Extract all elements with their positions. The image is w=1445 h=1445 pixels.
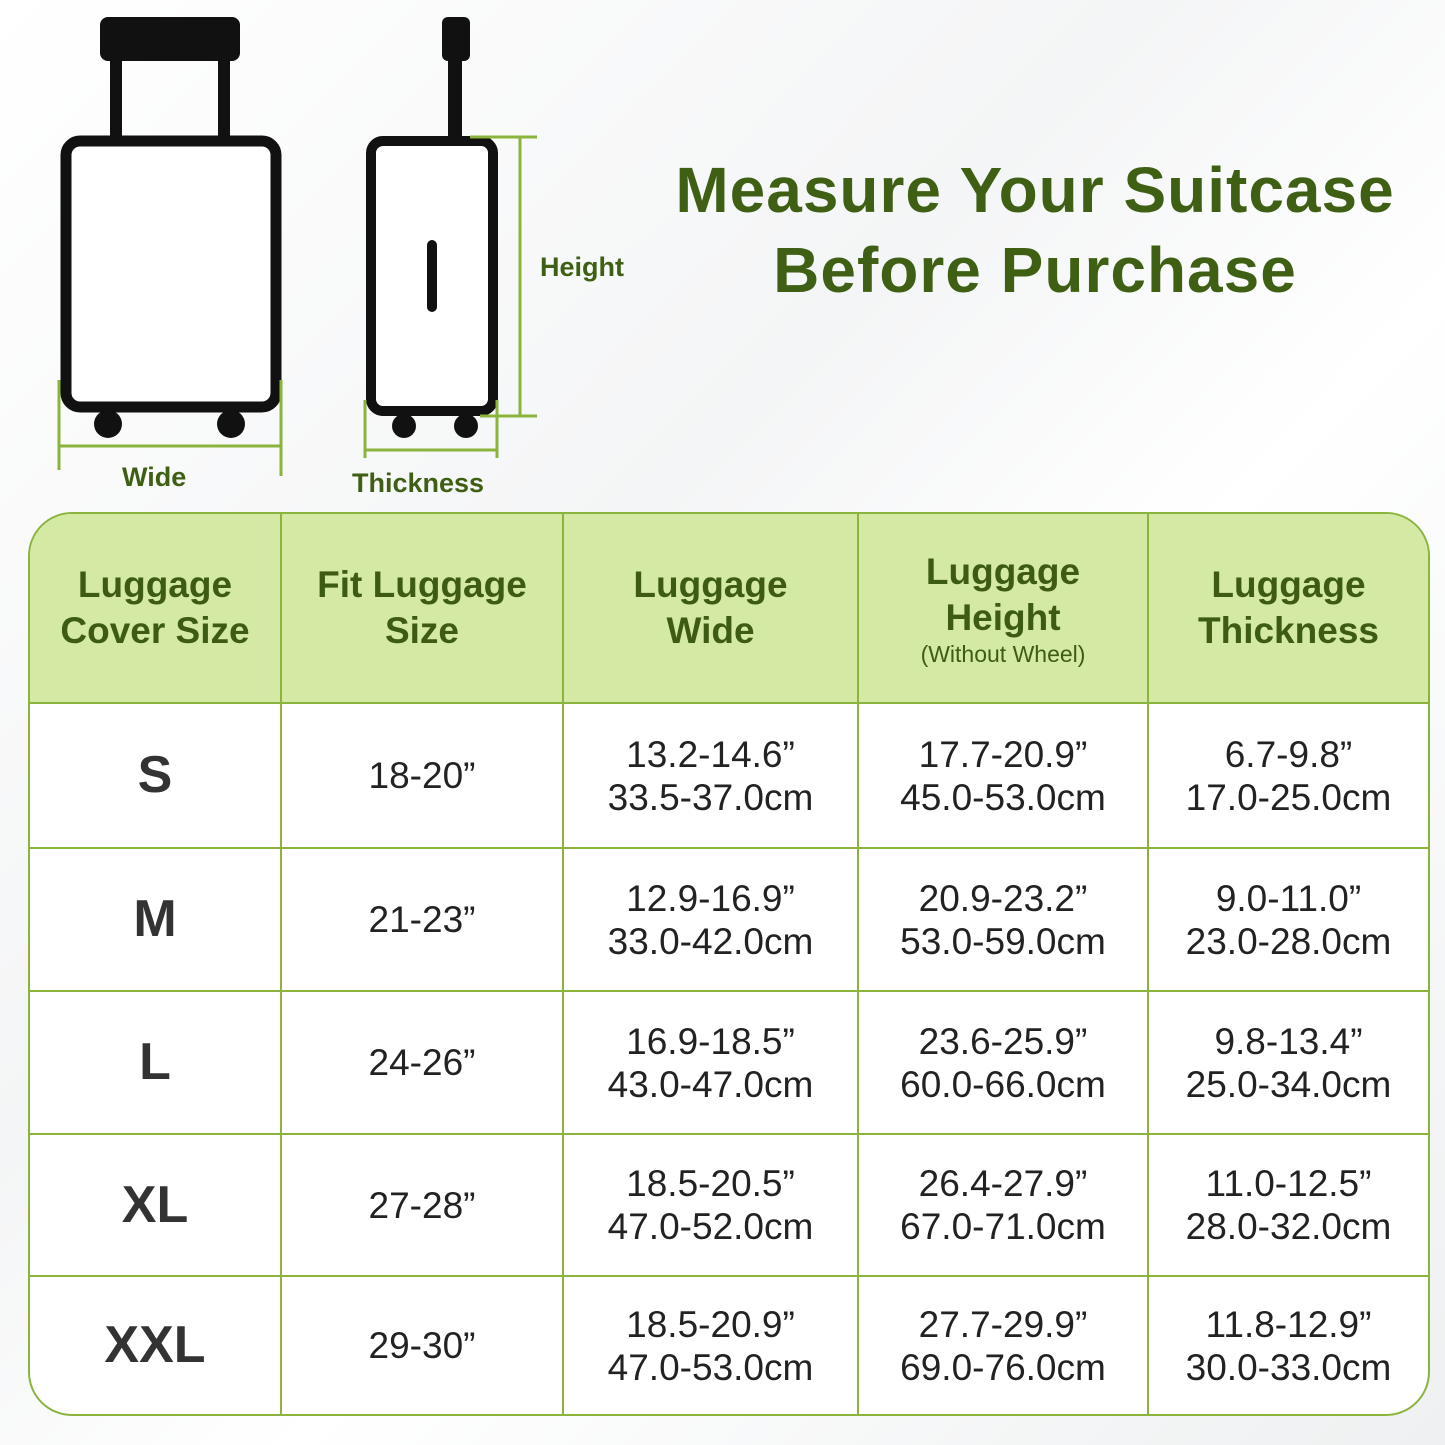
wide-cm-value: 47.0-53.0cm: [607, 1346, 814, 1388]
suitcase-diagram: [57, 17, 537, 476]
thick-in-value: 11.8-12.9”: [1205, 1303, 1372, 1345]
header-line-1: Fit Luggage: [317, 564, 527, 605]
header-line-2: Thickness: [1198, 610, 1379, 651]
header-line-2: Size: [384, 610, 460, 651]
thick-cm-value: 17.0-25.0cm: [1185, 776, 1392, 818]
thick-cm-value: 30.0-33.0cm: [1185, 1346, 1392, 1388]
wide-cm-value: 43.0-47.0cm: [607, 1063, 814, 1105]
size-value: M: [133, 890, 177, 948]
size-value: S: [137, 746, 173, 804]
column-header: Luggage Height (Without Wheel): [859, 514, 1149, 704]
column-header: Luggage Wide: [564, 514, 859, 704]
table-cell: 29-30”: [282, 1277, 564, 1414]
fit-value: 21-23”: [368, 899, 476, 940]
wide-cm-value: 33.0-42.0cm: [607, 920, 814, 962]
height-in-value: 20.9-23.2”: [918, 877, 1088, 919]
fit-value: 24-26”: [368, 1042, 476, 1083]
height-dimension-line: [470, 135, 537, 418]
header-note: (Without Wheel): [920, 641, 1086, 667]
thick-in-value: 6.7-9.8”: [1224, 733, 1353, 775]
height-in-value: 27.7-29.9”: [918, 1303, 1088, 1345]
height-cm-value: 53.0-59.0cm: [900, 920, 1106, 962]
thickness-label: Thickness: [352, 468, 485, 498]
table-cell: 26.4-27.9” 67.0-71.0cm: [859, 1135, 1149, 1277]
thickness-dimension-line: [363, 400, 499, 458]
wide-in-value: 18.5-20.9”: [626, 1303, 795, 1345]
table-cell: 27-28”: [282, 1135, 564, 1277]
table-cell: 13.2-14.6” 33.5-37.0cm: [564, 704, 859, 849]
thick-in-value: 9.0-11.0”: [1215, 877, 1362, 919]
wide-in-value: 12.9-16.9”: [626, 877, 795, 919]
thick-in-value: 11.0-12.5”: [1205, 1163, 1372, 1204]
wide-label: Wide: [122, 462, 187, 492]
table-cell: 11.8-12.9” 30.0-33.0cm: [1149, 1277, 1428, 1414]
table-cell: 18.5-20.5” 47.0-52.0cm: [564, 1135, 859, 1277]
table-cell: 18.5-20.9” 47.0-53.0cm: [564, 1277, 859, 1414]
table-cell: 16.9-18.5” 43.0-47.0cm: [564, 992, 859, 1135]
height-in-value: 26.4-27.9”: [918, 1163, 1088, 1204]
header-line-1: Luggage: [1211, 564, 1366, 605]
wide-in-value: 13.2-14.6”: [626, 733, 795, 775]
wide-in-value: 18.5-20.5”: [626, 1163, 795, 1204]
size-value: L: [139, 1033, 171, 1091]
size-cell: XL: [30, 1135, 282, 1277]
height-in-value: 17.7-20.9”: [918, 733, 1088, 775]
height-cm-value: 69.0-76.0cm: [900, 1346, 1106, 1388]
table-cell: 17.7-20.9” 45.0-53.0cm: [859, 704, 1149, 849]
height-cm-value: 60.0-66.0cm: [900, 1063, 1106, 1105]
suitcase-front-icon: [60, 17, 282, 438]
height-in-value: 23.6-25.9”: [918, 1020, 1088, 1062]
wide-in-value: 16.9-18.5”: [626, 1020, 795, 1062]
page-title: Measure Your Suitcase Before Purchase: [640, 150, 1430, 310]
wide-cm-value: 33.5-37.0cm: [607, 776, 814, 818]
table-cell: 18-20”: [282, 704, 564, 849]
thick-cm-value: 28.0-32.0cm: [1185, 1206, 1392, 1247]
thick-in-value: 9.8-13.4”: [1214, 1020, 1363, 1062]
column-header: Luggage Thickness: [1149, 514, 1428, 704]
table-cell: 9.8-13.4” 25.0-34.0cm: [1149, 992, 1428, 1135]
title-line-2: Before Purchase: [773, 234, 1297, 306]
height-cm-value: 45.0-53.0cm: [900, 776, 1106, 818]
table-cell: 23.6-25.9” 60.0-66.0cm: [859, 992, 1149, 1135]
header-line-1: Luggage: [633, 564, 788, 605]
height-cm-value: 67.0-71.0cm: [900, 1206, 1106, 1247]
header-line-1: Luggage: [925, 551, 1081, 592]
fit-value: 29-30”: [368, 1325, 476, 1366]
table-cell: 9.0-11.0” 23.0-28.0cm: [1149, 849, 1428, 992]
table-cell: 12.9-16.9” 33.0-42.0cm: [564, 849, 859, 992]
table-cell: 20.9-23.2” 53.0-59.0cm: [859, 849, 1149, 992]
header-line-1: Luggage: [77, 564, 233, 605]
table-cell: 6.7-9.8” 17.0-25.0cm: [1149, 704, 1428, 849]
size-cell: XXL: [30, 1277, 282, 1414]
suitcase-side-icon: [366, 17, 498, 438]
size-cell: S: [30, 704, 282, 849]
fit-value: 27-28”: [368, 1184, 476, 1226]
table-cell: 27.7-29.9” 69.0-76.0cm: [859, 1277, 1149, 1414]
table-cell: 21-23”: [282, 849, 564, 992]
header-line-2: Cover Size: [60, 610, 250, 651]
column-header: Luggage Cover Size: [30, 514, 282, 704]
wide-cm-value: 47.0-52.0cm: [607, 1206, 814, 1247]
title-line-1: Measure Your Suitcase: [675, 154, 1395, 226]
header-line-2: Height: [945, 597, 1061, 638]
size-value: XL: [121, 1175, 189, 1234]
table-cell: 24-26”: [282, 992, 564, 1135]
fit-value: 18-20”: [368, 755, 476, 796]
size-cell: L: [30, 992, 282, 1135]
thick-cm-value: 25.0-34.0cm: [1185, 1063, 1392, 1105]
header-line-2: Wide: [666, 610, 755, 651]
size-cell: M: [30, 849, 282, 992]
table-cell: 11.0-12.5” 28.0-32.0cm: [1149, 1135, 1428, 1277]
column-header: Fit Luggage Size: [282, 514, 564, 704]
size-value: XXL: [104, 1316, 206, 1374]
height-label: Height: [540, 252, 624, 282]
size-chart-table: Luggage Cover Size Fit Luggage Size Luggage W…: [28, 512, 1430, 1416]
thick-cm-value: 23.0-28.0cm: [1185, 920, 1392, 962]
wide-dimension-line: [57, 380, 283, 476]
